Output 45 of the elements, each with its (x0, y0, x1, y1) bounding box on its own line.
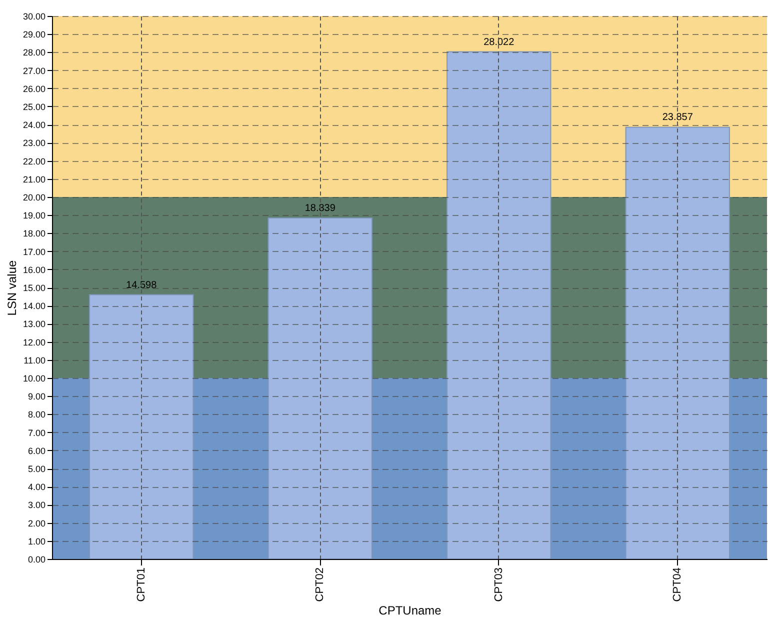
y-tick-label: 26.00 (22, 84, 46, 94)
y-tick-label: 4.00 (28, 482, 46, 492)
y-tick-label: 27.00 (22, 66, 46, 76)
y-tick-label: 17.00 (22, 246, 46, 257)
bar (268, 218, 372, 560)
y-tick-label: 10.00 (22, 374, 46, 384)
y-tick-label: 14.00 (22, 301, 46, 312)
y-tick-label: 7.00 (28, 428, 46, 438)
y-tick-label: 1.00 (28, 536, 46, 546)
y-tick-label: 25.00 (22, 102, 46, 112)
y-tick-label: 11.00 (24, 355, 46, 366)
x-tick-label: CPT02 (314, 568, 326, 602)
data-label: 18.839 (304, 203, 336, 214)
x-tick-label: CPT04 (672, 568, 684, 602)
x-axis-title: CPTUname (378, 604, 442, 618)
bar (625, 126, 730, 560)
y-tick-label: 21.00 (22, 174, 46, 184)
y-tick-label: 16.00 (22, 264, 46, 275)
y-tick-label: 0.00 (28, 554, 46, 564)
y-tick-label: 29.00 (22, 30, 46, 40)
data-label: 14.598 (126, 280, 158, 291)
y-tick-label: 20.00 (22, 192, 46, 202)
bar (89, 294, 194, 560)
y-tick-label: 24.00 (22, 120, 46, 130)
y-tick-label: 30.00 (22, 12, 46, 22)
y-tick-label: 13.00 (22, 319, 46, 330)
y-tick-label: 2.00 (28, 518, 46, 528)
y-tick-label: 15.00 (22, 283, 46, 293)
data-label: 23.857 (662, 112, 694, 124)
y-tick-label: 3.00 (28, 500, 46, 510)
y-tick-label: 12.00 (22, 337, 46, 348)
bar (446, 51, 552, 560)
y-tick-label: 23.00 (22, 138, 46, 148)
y-tick-label: 5.00 (28, 464, 46, 474)
y-tick-label: 28.00 (22, 48, 46, 58)
data-label: 28.022 (484, 36, 515, 48)
y-tick-label: 9.00 (28, 392, 46, 402)
y-tick-label: 18.00 (22, 228, 46, 239)
y-tick-label: 19.00 (22, 210, 46, 221)
x-tick-label: CPT01 (135, 568, 148, 602)
y-tick-label: 8.00 (28, 410, 46, 420)
y-tick-label: 22.00 (22, 156, 46, 166)
x-tick-label: CPT03 (492, 568, 505, 602)
y-axis-title: LSN value (4, 260, 19, 316)
y-tick-label: 6.00 (28, 446, 46, 456)
